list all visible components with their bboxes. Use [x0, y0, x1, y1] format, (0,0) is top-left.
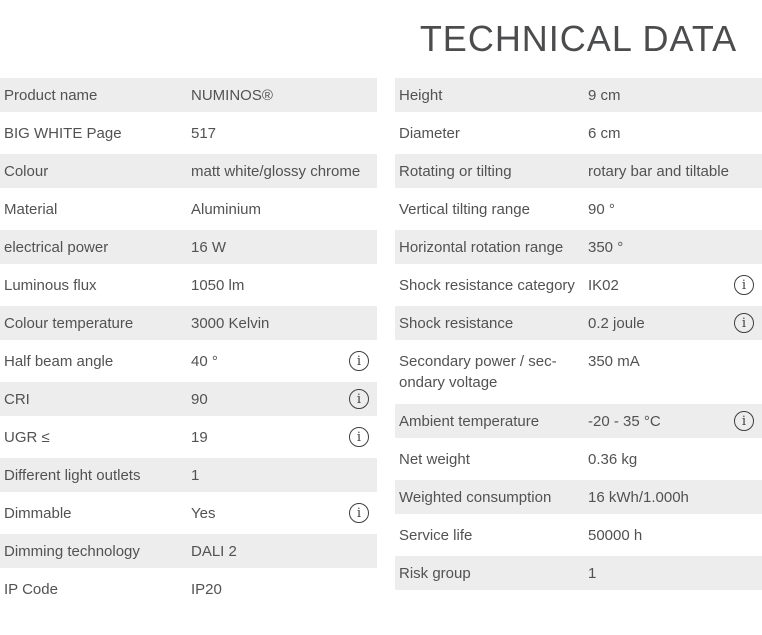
spec-value: rotary bar and tiltable [588, 162, 729, 180]
spec-label: Shock resistance [399, 314, 514, 332]
spec-value: 50000 h [588, 526, 643, 544]
info-icon[interactable]: i [349, 389, 369, 409]
table-row: Risk group 1 [395, 556, 762, 590]
page-title: TECHNICAL DATA [419, 18, 738, 59]
table-row: IP Code IP20 [0, 572, 377, 606]
table-row: Height 9 cm [395, 78, 762, 112]
spec-value: IP20 [191, 580, 222, 598]
spec-value: NUMINOS® [191, 86, 273, 104]
spec-value: matt white/glossy chrome [191, 162, 361, 180]
spec-value: 90 ° [588, 200, 615, 218]
spec-value: 0.36 kg [588, 450, 638, 468]
spec-label: Rotating or tilting [399, 162, 512, 180]
table-row: Colour temperature 3000 Kelvin [0, 306, 377, 340]
table-row: Shock resistance category IK02 i [395, 268, 762, 302]
spec-label: Colour [4, 162, 49, 180]
info-icon[interactable]: i [734, 313, 754, 333]
spec-label: Colour temperature [4, 314, 134, 332]
spec-value: Yes [191, 504, 216, 522]
spec-label: electrical power [4, 238, 109, 256]
spec-label: Risk group [399, 564, 471, 582]
spec-value: 1050 lm [191, 276, 245, 294]
table-row: Secondary power / sec- ondary voltage 350… [395, 344, 762, 400]
table-row: Half beam angle 40 ° i [0, 344, 377, 378]
spec-label: Weighted consumption [399, 488, 552, 506]
spec-value: 0.2 joule [588, 314, 645, 332]
spec-label: Dimming technology [4, 542, 140, 560]
table-row: CRI 90 i [0, 382, 377, 416]
table-row: UGR ≤ 19 i [0, 420, 377, 454]
table-row: Rotating or tilting rotary bar and tiltab… [395, 154, 762, 188]
table-row: Vertical tilting range 90 ° [395, 192, 762, 226]
spec-value: 90 [191, 390, 208, 408]
table-row: Horizontal rotation range 350 ° [395, 230, 762, 264]
spec-value: 6 cm [588, 124, 621, 142]
spec-label: Diameter [399, 124, 460, 142]
spec-label: Product name [4, 86, 98, 104]
info-icon[interactable]: i [349, 503, 369, 523]
spec-label: Height [399, 86, 443, 104]
table-row: Weighted consumption 16 kWh/1.000h [395, 480, 762, 514]
table-row: Diameter 6 cm [395, 116, 762, 150]
info-icon[interactable]: i [734, 411, 754, 431]
table-row: Dimmable Yes i [0, 496, 377, 530]
spec-value: 16 kWh/1.000h [588, 488, 689, 506]
spec-label: Different light outlets [4, 466, 141, 484]
table-row: Luminous flux 1050 lm [0, 268, 377, 302]
spec-value: 350 ° [588, 238, 624, 256]
spec-value: 19 [191, 428, 208, 446]
spec-value: 9 cm [588, 86, 621, 104]
table-row: Ambient temperature -20 - 35 °C i [395, 404, 762, 438]
table-row: Material Aluminium [0, 192, 377, 226]
table-row: BIG WHITE Page 517 [0, 116, 377, 150]
spec-value: 1 [588, 564, 597, 582]
spec-label: Horizontal rotation range [399, 238, 564, 256]
spec-value: 517 [191, 124, 217, 142]
spec-label: Vertical tilting range [399, 200, 530, 218]
spec-value: 1 [191, 466, 200, 484]
spec-label: IP Code [4, 580, 58, 598]
spec-label: Luminous flux [4, 276, 97, 294]
spec-label: Dimmable [4, 504, 72, 522]
table-row: Dimming technology DALI 2 [0, 534, 377, 568]
spec-label: Shock resistance category [399, 276, 575, 294]
spec-label: Net weight [399, 450, 470, 468]
table-row: Colour matt white/glossy chrome [0, 154, 377, 188]
spec-label: Material [4, 200, 58, 218]
spec-value: 40 ° [191, 352, 218, 370]
spec-value: 350 mA [588, 353, 640, 370]
spec-tables: Product name NUMINOS® BIG WHITE Page 517 Col… [0, 78, 762, 610]
spec-value: IK02 [588, 276, 619, 294]
spec-label: Service life [399, 526, 473, 544]
spec-label: Ambient temperature [399, 412, 540, 430]
info-icon[interactable]: i [734, 275, 754, 295]
spec-value: 3000 Kelvin [191, 314, 270, 332]
spec-value: Aluminium [191, 200, 262, 218]
spec-value: -20 - 35 °C [588, 412, 661, 430]
spec-value: DALI 2 [191, 542, 237, 560]
info-icon[interactable]: i [349, 427, 369, 447]
table-row: Shock resistance 0.2 joule i [395, 306, 762, 340]
table-row: Product name NUMINOS® [0, 78, 377, 112]
spec-label: Secondary power / sec- ondary voltage [399, 353, 557, 391]
spec-label: CRI [4, 390, 30, 408]
table-row: Net weight 0.36 kg [395, 442, 762, 476]
info-icon[interactable]: i [349, 351, 369, 371]
spec-label: Half beam angle [4, 352, 114, 370]
spec-table-right: Height 9 cm Diameter 6 cm Rotating or tiltin… [395, 78, 762, 610]
spec-label: UGR ≤ [4, 428, 50, 446]
spec-label: BIG WHITE Page [4, 124, 122, 142]
spec-value: 16 W [191, 238, 227, 256]
spec-table-left: Product name NUMINOS® BIG WHITE Page 517 Col… [0, 78, 377, 610]
table-row: Service life 50000 h [395, 518, 762, 552]
table-row: electrical power 16 W [0, 230, 377, 264]
table-row: Different light outlets 1 [0, 458, 377, 492]
